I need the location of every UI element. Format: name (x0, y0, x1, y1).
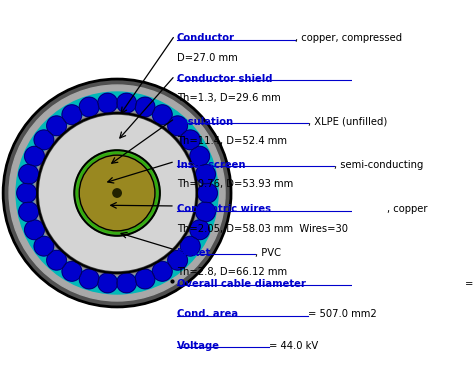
Circle shape (113, 189, 121, 197)
Text: , copper, compressed: , copper, compressed (295, 34, 402, 44)
Text: Conductor shield: Conductor shield (177, 74, 272, 84)
Text: Conductor: Conductor (177, 34, 235, 44)
Text: , XLPE (unfilled): , XLPE (unfilled) (308, 117, 387, 127)
Text: Th=2.05, D=58.03 mm  Wires=30: Th=2.05, D=58.03 mm Wires=30 (177, 223, 348, 234)
Circle shape (17, 183, 36, 203)
Circle shape (3, 79, 231, 307)
Text: D=27.0 mm: D=27.0 mm (177, 53, 237, 63)
Text: , PVC: , PVC (255, 248, 282, 258)
Circle shape (153, 262, 172, 281)
Circle shape (47, 251, 66, 270)
Circle shape (190, 220, 210, 240)
Text: Jacket: Jacket (177, 248, 211, 258)
Circle shape (198, 183, 218, 203)
Text: Concentric wires: Concentric wires (177, 204, 271, 214)
Circle shape (74, 150, 160, 236)
Circle shape (117, 93, 137, 113)
Circle shape (98, 273, 118, 293)
Circle shape (79, 269, 99, 289)
Circle shape (19, 164, 38, 184)
Text: Th=11.4, D=52.4 mm: Th=11.4, D=52.4 mm (177, 136, 287, 146)
Circle shape (62, 105, 82, 124)
Circle shape (34, 236, 54, 256)
Circle shape (181, 236, 200, 256)
Circle shape (168, 116, 187, 135)
Circle shape (25, 220, 44, 240)
Circle shape (135, 97, 155, 117)
Circle shape (9, 85, 225, 301)
Text: Insulation: Insulation (177, 117, 233, 127)
Circle shape (135, 269, 155, 289)
Text: =66.12 mm: =66.12 mm (465, 279, 474, 289)
Circle shape (16, 92, 218, 294)
Circle shape (25, 146, 44, 166)
Circle shape (190, 146, 210, 166)
Circle shape (47, 116, 66, 135)
Text: = 507.0 mm2: = 507.0 mm2 (308, 310, 377, 319)
Circle shape (34, 130, 54, 150)
Circle shape (37, 113, 197, 273)
Circle shape (79, 155, 155, 231)
Text: Th=2.8, D=66.12 mm: Th=2.8, D=66.12 mm (177, 267, 287, 277)
Circle shape (19, 202, 38, 222)
Text: = 44.0 kV: = 44.0 kV (269, 341, 318, 351)
Circle shape (153, 105, 172, 124)
Circle shape (79, 97, 99, 117)
Circle shape (117, 273, 137, 293)
Circle shape (34, 110, 201, 276)
Circle shape (181, 130, 200, 150)
Circle shape (196, 202, 215, 222)
Circle shape (196, 164, 215, 184)
Text: Cond. area: Cond. area (177, 310, 238, 319)
Text: , semi-conducting: , semi-conducting (334, 160, 424, 170)
Circle shape (168, 251, 187, 270)
Text: Th=0.76, D=53.93 mm: Th=0.76, D=53.93 mm (177, 179, 293, 189)
Circle shape (98, 93, 118, 113)
Text: Voltage: Voltage (177, 341, 219, 351)
Circle shape (62, 262, 82, 281)
Text: Overall cable diameter: Overall cable diameter (177, 279, 306, 289)
Circle shape (77, 153, 157, 233)
Text: Th=1.3, D=29.6 mm: Th=1.3, D=29.6 mm (177, 93, 281, 103)
Text: , copper: , copper (387, 204, 427, 214)
Text: Insu. screen: Insu. screen (177, 160, 245, 170)
